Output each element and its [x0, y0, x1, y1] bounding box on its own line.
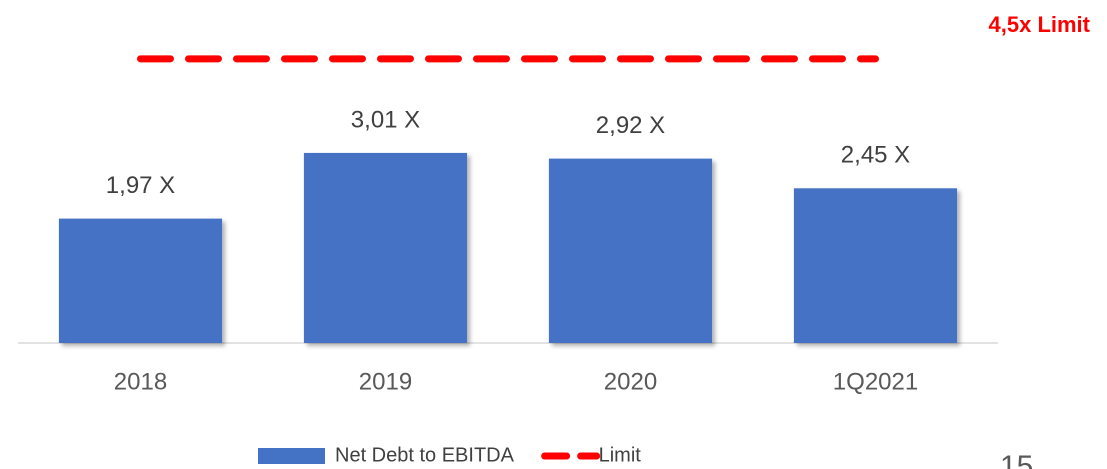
bar — [58, 218, 223, 343]
bar — [548, 158, 713, 343]
x-tick-label: 1Q2021 — [833, 368, 918, 395]
data-label: 2,92 X — [596, 112, 665, 139]
data-label: 3,01 X — [351, 106, 420, 133]
x-tick-label: 2018 — [114, 368, 167, 395]
page-number: 15 — [1000, 450, 1033, 469]
bar — [793, 188, 958, 343]
data-label: 2,45 X — [841, 142, 910, 169]
legend-label: Net Debt to EBITDA — [335, 444, 515, 466]
data-label: 1,97 X — [106, 172, 175, 199]
x-tick-label: 2020 — [604, 368, 657, 395]
x-tick-label: 2019 — [359, 368, 412, 395]
legend-swatch — [258, 448, 325, 464]
bar — [303, 152, 468, 343]
annotation: 4,5x Limit — [989, 12, 1091, 37]
legend-label: Limit — [599, 444, 642, 466]
